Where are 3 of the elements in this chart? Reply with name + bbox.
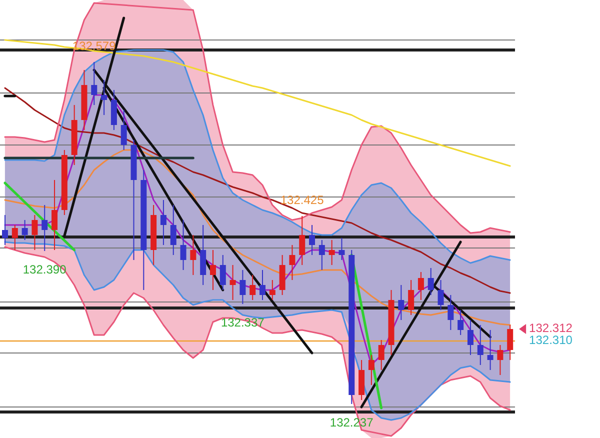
- text: 132.312: [529, 321, 573, 336]
- text: 132.310: [529, 333, 573, 348]
- annotation: 132.425: [280, 193, 324, 207]
